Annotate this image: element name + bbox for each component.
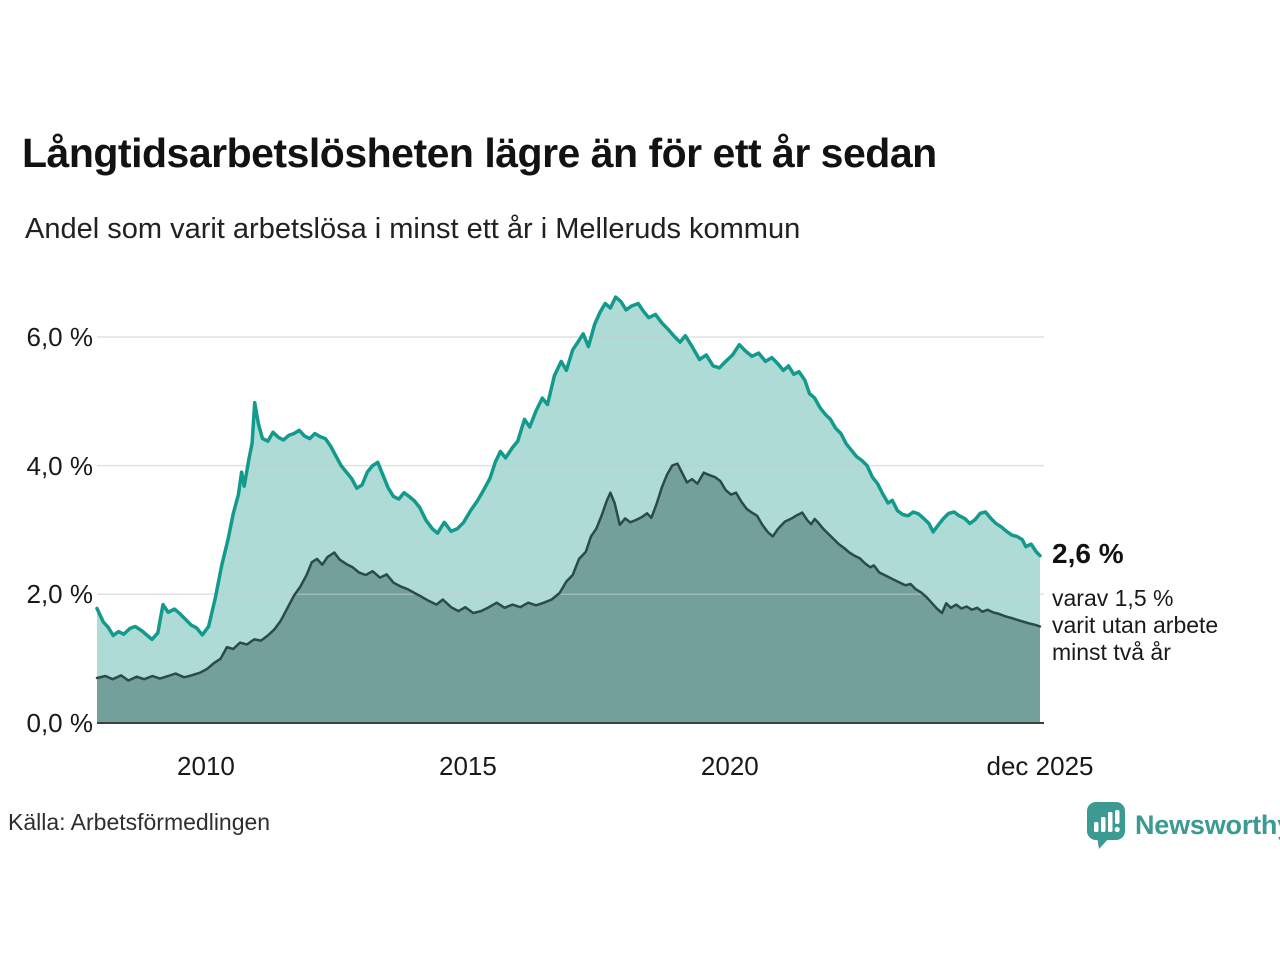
y-axis-tick: 2,0 % [26, 579, 94, 610]
x-axis-tick: 2010 [177, 751, 235, 781]
end-value-label: 2,6 % [1052, 538, 1124, 569]
source-credit: Källa: Arbetsförmedlingen [8, 809, 271, 835]
y-axis-tick: 4,0 % [26, 450, 94, 481]
page-title: Långtidsarbetslösheten lägre än för ett … [22, 130, 937, 176]
minst-ett-ar-line [95, 295, 1042, 642]
newsworthy-logo-icon [1087, 802, 1125, 849]
x-axis-tick: 2020 [700, 751, 759, 781]
y-axis-tick: 0,0 % [26, 708, 94, 738]
page-subtitle: Andel som varit arbetslösa i minst ett å… [25, 213, 801, 245]
x-axis-tick: 2015 [438, 751, 497, 781]
newsworthy-logo: Newsworthy [1086, 800, 1280, 850]
y-axis-tick: 6,0 % [26, 321, 94, 352]
x-axis-tick: dec 2025 [986, 751, 1094, 781]
newsworthy-wordmark: Newsworthy [1135, 809, 1280, 840]
end-note-label: varav 1,5 % varit utan arbete minst två … [1052, 585, 1219, 665]
minst-tva-ar-area [97, 463, 1040, 723]
minst-tva-ar-line [95, 462, 1042, 682]
